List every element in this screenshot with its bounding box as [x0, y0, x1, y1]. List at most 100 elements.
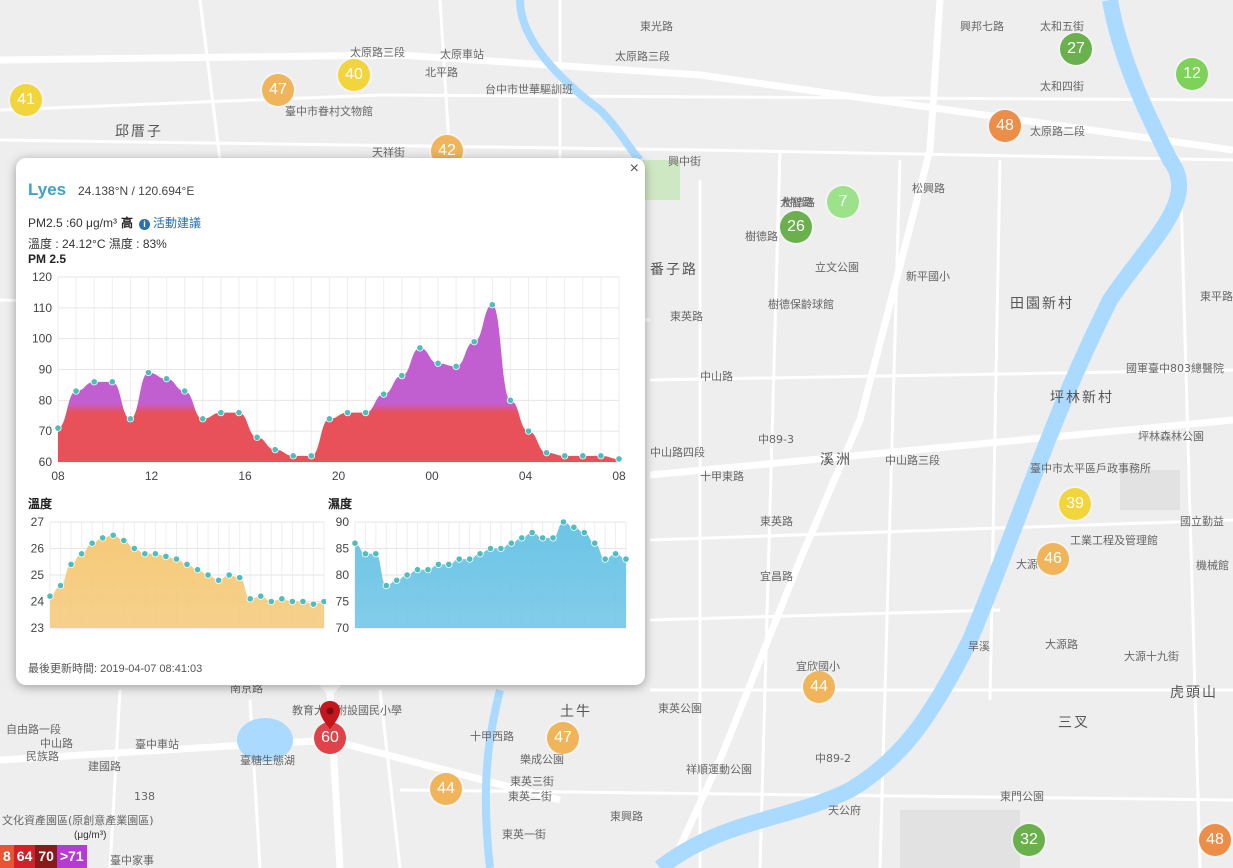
map-district-label: 坪林新村	[1050, 390, 1114, 406]
aqi-marker[interactable]: 32	[1013, 824, 1045, 856]
pm25-chart: 60 70 80 90 100 110 120 08 12 16 20 00 04 08	[32, 270, 626, 483]
map-road-label: 大智路	[780, 195, 813, 209]
aqi-marker[interactable]: 39	[1059, 488, 1091, 520]
map-road-label: 東光路	[640, 19, 673, 33]
aqi-marker[interactable]: 47	[547, 722, 579, 754]
data-point	[561, 452, 569, 460]
y-tick-label: 110	[33, 301, 52, 315]
data-point	[217, 409, 225, 417]
map-road-label: 民族路	[26, 749, 59, 763]
data-point	[380, 390, 388, 398]
data-point	[72, 387, 80, 395]
data-point	[162, 552, 170, 561]
aqi-marker[interactable]: 46	[1037, 543, 1069, 575]
data-point	[591, 539, 599, 547]
data-point	[549, 534, 557, 542]
data-point	[445, 560, 453, 569]
data-point	[141, 550, 149, 558]
map-road-label: 文化資產園區(原創意產業園區)	[2, 813, 154, 827]
map-road-label: 自由路一段	[6, 722, 61, 736]
station-coords: 24.138°N / 120.694°E	[78, 184, 195, 198]
series-area	[355, 522, 626, 628]
aqi-marker[interactable]: 47	[262, 74, 294, 106]
data-point	[398, 372, 406, 380]
series-area	[58, 304, 619, 462]
map-road-label: 太原路三段	[615, 49, 670, 63]
y-tick-label: 26	[31, 542, 45, 556]
x-tick-label: 00	[425, 469, 439, 483]
aqi-marker[interactable]: 48	[1199, 824, 1231, 856]
map-road-label: 教育大學附設國民小學	[292, 703, 402, 717]
map-road-label: 興邦七路	[960, 20, 1004, 33]
data-point	[253, 433, 261, 441]
aqi-marker[interactable]: 7	[827, 186, 859, 218]
data-point	[452, 362, 460, 371]
map-district-label: 邱厝子	[115, 124, 163, 140]
data-point	[361, 550, 370, 558]
data-point	[455, 555, 463, 563]
data-point	[126, 415, 134, 423]
legend-item: >71	[56, 845, 87, 868]
data-point	[109, 531, 117, 539]
aqi-marker[interactable]: 44	[430, 773, 462, 805]
map-district-label: 田園新村	[1010, 296, 1074, 312]
pm25-value: PM2.5 :60 μg/m³	[28, 216, 117, 230]
data-point	[539, 534, 547, 542]
map-road-label: 興中街	[668, 154, 701, 168]
x-tick-label: 04	[519, 469, 533, 483]
y-tick-label: 70	[336, 621, 350, 635]
data-point	[413, 566, 422, 574]
data-point	[204, 571, 212, 579]
map-road-label: 太原路二段	[1030, 124, 1085, 138]
data-point	[372, 550, 380, 558]
aqi-marker[interactable]: 40	[338, 59, 370, 91]
last-updated: 最後更新時間: 2019-04-07 08:41:03	[28, 663, 203, 675]
data-point	[476, 550, 484, 558]
map-road-label: 旱溪	[968, 640, 990, 653]
data-point	[488, 301, 496, 309]
map-road-label: 太原路三段	[350, 45, 405, 59]
map-road-label: 大源路	[1045, 637, 1078, 651]
humidity-chart: 70 75 80 85 90	[336, 515, 630, 635]
aqi-marker[interactable]: 48	[989, 110, 1021, 142]
x-tick-label: 08	[612, 469, 626, 483]
aqi-marker[interactable]: 27	[1060, 33, 1092, 65]
data-point	[518, 534, 526, 542]
map-road-label: 樹德路	[782, 195, 815, 209]
data-point	[351, 539, 359, 547]
activity-advice-link[interactable]: i 活動建議	[138, 216, 201, 230]
data-point	[130, 544, 138, 553]
map-road-label: 中山路	[40, 737, 73, 750]
map-road-label: 臺糖生態湖	[240, 753, 295, 767]
aqi-marker[interactable]: 12	[1176, 58, 1208, 90]
map-district-label: 土牛	[560, 704, 592, 720]
map-pin-icon[interactable]	[319, 700, 341, 730]
legend-item: 8	[0, 845, 14, 868]
data-point	[615, 455, 623, 463]
data-point	[434, 560, 442, 569]
data-point	[172, 555, 181, 563]
y-tick-label: 85	[336, 542, 350, 556]
data-point	[424, 566, 432, 574]
y-tick-label: 70	[39, 424, 53, 438]
data-point	[225, 571, 233, 579]
aqi-marker[interactable]: 41	[10, 84, 42, 116]
map-road-label: 機械館	[1196, 558, 1229, 572]
map-road-label: 樂成公園	[520, 752, 564, 766]
data-point	[309, 600, 318, 608]
temperature-chart: 23 24 25 26 27	[31, 515, 326, 635]
close-icon[interactable]: ×	[629, 160, 639, 177]
data-point	[246, 595, 254, 603]
pm25-chart-title: PM 2.5	[28, 252, 67, 266]
aqi-marker[interactable]: 26	[780, 211, 812, 243]
data-point	[67, 560, 75, 569]
data-point	[622, 555, 630, 563]
map-road-label: 天祥街	[372, 145, 405, 159]
data-point	[215, 576, 223, 584]
data-point	[579, 452, 587, 460]
map-road-label: 東英路	[760, 514, 793, 528]
map-road-label: 國立勤益	[1180, 514, 1224, 528]
aqi-marker[interactable]: 44	[803, 671, 835, 703]
info-icon: i	[138, 219, 150, 230]
data-point	[507, 539, 515, 547]
